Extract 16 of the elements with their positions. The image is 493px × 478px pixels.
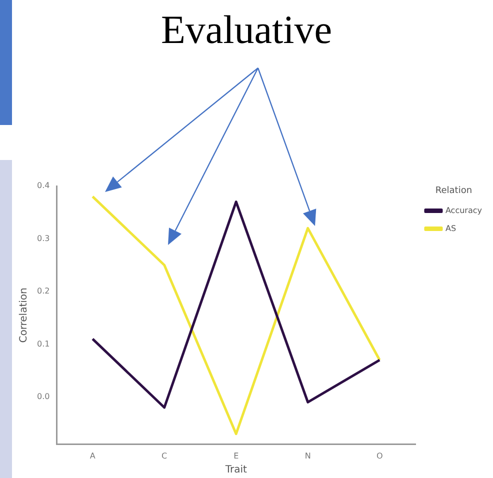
x-tick-label: C	[162, 451, 168, 460]
x-tick-label: N	[304, 451, 311, 460]
legend-label: Accuracy	[445, 206, 482, 215]
legend-label: AS	[445, 224, 456, 233]
y-tick-label: 0.1	[36, 339, 50, 348]
y-tick-label: 0.2	[36, 286, 50, 296]
x-tick-label: E	[234, 451, 239, 460]
legend-title: Relation	[435, 186, 472, 196]
y-tick-label: 0.3	[36, 234, 50, 243]
y-axis-title: Correlation	[18, 288, 30, 343]
chart-title: Evaluative	[160, 6, 334, 53]
y-tick-label: 0.4	[36, 181, 50, 190]
x-tick-label: O	[376, 451, 383, 460]
x-tick-label: A	[90, 451, 96, 460]
x-axis-title: Trait	[224, 464, 247, 476]
y-tick-label: 0.0	[36, 392, 50, 402]
